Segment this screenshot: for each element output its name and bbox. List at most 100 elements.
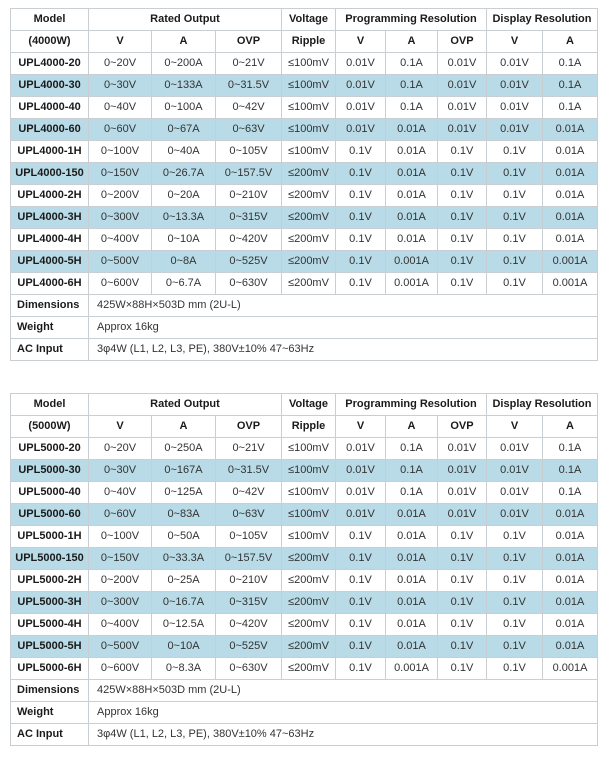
display-subheader: A (542, 30, 598, 53)
value-cell: 0~8.3A (151, 657, 216, 680)
value-cell: ≤100mV (281, 74, 336, 97)
model-cell: UPL5000-30 (10, 459, 89, 482)
value-cell: 0.01V (335, 481, 386, 504)
rated-output-header: Rated Output (88, 393, 282, 416)
value-cell: 0.1V (437, 162, 487, 185)
model-cell: UPL4000-4H (10, 228, 89, 251)
value-cell: 0.1V (486, 569, 543, 592)
value-cell: 0~100V (88, 140, 152, 163)
value-cell: 0~525V (215, 635, 282, 658)
value-cell: 0.01V (486, 96, 543, 119)
model-cell: UPL5000-150 (10, 547, 89, 570)
value-cell: 0.01A (385, 613, 438, 636)
value-cell: 0~133A (151, 74, 216, 97)
value-cell: 0~150V (88, 547, 152, 570)
model-cell: UPL5000-20 (10, 437, 89, 460)
value-cell: 0~20A (151, 184, 216, 207)
value-cell: 0.1A (385, 481, 438, 504)
programming-resolution-header: Programming Resolution (335, 8, 487, 31)
value-cell: ≤200mV (281, 250, 336, 273)
table-row: UPL5000-1H 0~100V 0~50A 0~105V ≤100mV 0.1V 0.0… (10, 525, 598, 548)
value-cell: 0~50A (151, 525, 216, 548)
value-cell: 0~30V (88, 74, 152, 97)
value-cell: 0.1V (437, 657, 487, 680)
model-cell: UPL5000-5H (10, 635, 89, 658)
value-cell: 0~31.5V (215, 459, 282, 482)
value-cell: 0~200V (88, 184, 152, 207)
value-cell: 0~83A (151, 503, 216, 526)
value-cell: 0.01V (437, 503, 487, 526)
value-cell: 0.01A (542, 547, 598, 570)
value-cell: 0.1V (335, 613, 386, 636)
model-cell: UPL4000-40 (10, 96, 89, 119)
table-row: UPL5000-2H 0~200V 0~25A 0~210V ≤200mV 0.1V 0.0… (10, 569, 598, 592)
programming-subheader: OVP (437, 30, 487, 53)
display-resolution-header: Display Resolution (486, 393, 598, 416)
value-cell: 0~125A (151, 481, 216, 504)
table-row: UPL5000-20 0~20V 0~250A 0~21V ≤100mV 0.01V 0.1… (10, 437, 598, 460)
display-subheader: V (486, 30, 543, 53)
value-cell: ≤200mV (281, 657, 336, 680)
value-cell: 0.01A (542, 162, 598, 185)
value-cell: 0.1V (437, 206, 487, 229)
value-cell: 0.1V (437, 140, 487, 163)
value-cell: 0.01V (437, 96, 487, 119)
value-cell: ≤100mV (281, 525, 336, 548)
value-cell: 0.01A (542, 635, 598, 658)
model-cell: UPL4000-5H (10, 250, 89, 273)
value-cell: 0.1V (335, 657, 386, 680)
table-row: UPL5000-150 0~150V 0~33.3A 0~157.5V ≤200mV 0.… (10, 547, 598, 570)
value-cell: 0~42V (215, 96, 282, 119)
value-cell: 0~100V (88, 525, 152, 548)
voltage-ripple-subheader: Ripple (281, 30, 336, 53)
footer-label: Dimensions (10, 679, 89, 702)
value-cell: 0.1V (486, 272, 543, 295)
model-cell: UPL4000-6H (10, 272, 89, 295)
value-cell: 0.1A (542, 52, 598, 75)
footer-row: Dimensions 425W×88H×503D mm (2U-L) (10, 294, 598, 317)
value-cell: 0~26.7A (151, 162, 216, 185)
model-cell: UPL4000-30 (10, 74, 89, 97)
value-cell: 0~21V (215, 437, 282, 460)
model-header: Model (10, 393, 89, 416)
value-cell: 0.01V (335, 437, 386, 460)
value-cell: 0~167A (151, 459, 216, 482)
value-cell: 0.1A (385, 437, 438, 460)
value-cell: 0~105V (215, 525, 282, 548)
value-cell: ≤200mV (281, 206, 336, 229)
value-cell: 0.001A (542, 272, 598, 295)
value-cell: ≤100mV (281, 118, 336, 141)
value-cell: 0.01V (437, 118, 487, 141)
value-cell: 0.1A (542, 96, 598, 119)
value-cell: 0.1V (486, 635, 543, 658)
value-cell: 0.1V (335, 184, 386, 207)
value-cell: 0.1V (335, 525, 386, 548)
table-row: UPL5000-60 0~60V 0~83A 0~63V ≤100mV 0.01V 0.01… (10, 503, 598, 526)
table-row: UPL5000-30 0~30V 0~167A 0~31.5V ≤100mV 0.01V 0… (10, 459, 598, 482)
value-cell: 0~105V (215, 140, 282, 163)
model-header: Model (10, 8, 89, 31)
value-cell: 0.1V (335, 140, 386, 163)
rated-output-subheader: A (151, 30, 216, 53)
value-cell: 0.01V (486, 74, 543, 97)
value-cell: 0.1V (437, 591, 487, 614)
programming-subheader: A (385, 30, 438, 53)
value-cell: 0.1V (335, 635, 386, 658)
value-cell: ≤200mV (281, 547, 336, 570)
value-cell: 0.1V (335, 250, 386, 273)
table-row: UPL5000-5H 0~500V 0~10A 0~525V ≤200mV 0.1V 0.0… (10, 635, 598, 658)
model-cell: UPL4000-2H (10, 184, 89, 207)
value-cell: 0.01A (385, 206, 438, 229)
value-cell: 0~300V (88, 591, 152, 614)
model-wattage-header: (5000W) (10, 415, 89, 438)
model-cell: UPL5000-3H (10, 591, 89, 614)
footer-label: Weight (10, 701, 89, 724)
footer-label: AC Input (10, 723, 89, 746)
value-cell: 0~100A (151, 96, 216, 119)
value-cell: 0~42V (215, 481, 282, 504)
value-cell: 0~500V (88, 635, 152, 658)
value-cell: ≤200mV (281, 613, 336, 636)
value-cell: 0.01A (385, 140, 438, 163)
value-cell: ≤200mV (281, 162, 336, 185)
